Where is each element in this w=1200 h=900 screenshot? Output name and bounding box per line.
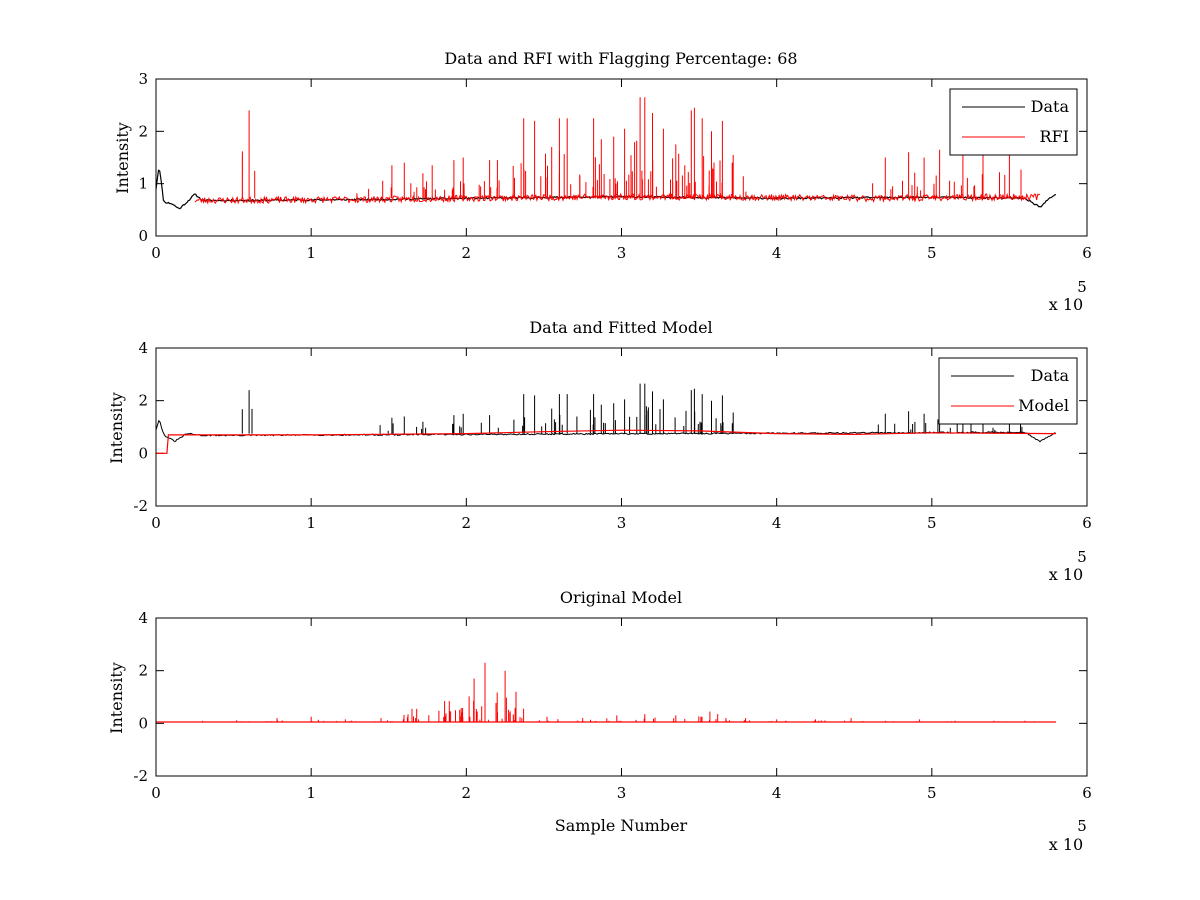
- y-tick-label: 4: [138, 609, 148, 627]
- legend: Data Model: [938, 357, 1078, 425]
- y-ticks: -2 0 2 4: [133, 339, 1087, 515]
- series-spikes-rfi: [241, 97, 1022, 199]
- axes-frame: [155, 617, 1088, 777]
- legend-label: Model: [1018, 396, 1069, 415]
- x-multiplier-exponent: 5: [1077, 278, 1087, 296]
- legend-box: [949, 88, 1078, 156]
- series-spikes-data: [241, 383, 1023, 434]
- series-spikes-original-model: [190, 662, 1035, 722]
- legend-label: RFI: [1040, 127, 1069, 146]
- x-tick-label: 5: [927, 244, 937, 262]
- x-multiplier-exponent: 5: [1077, 548, 1087, 566]
- y-tick-label: 3: [138, 70, 148, 88]
- y-tick-label: -2: [133, 497, 148, 515]
- legend: Data RFI: [949, 88, 1078, 156]
- plot-marks: [156, 662, 1056, 723]
- x-multiplier-base: x 10: [1049, 835, 1083, 854]
- x-tick-label: 5: [927, 784, 937, 802]
- y-tick-label: 1: [138, 175, 148, 193]
- y-tick-label: -2: [133, 767, 148, 785]
- x-tick-label: 3: [617, 514, 627, 532]
- plot-original-model: Original Model Intensity Sample Number x…: [107, 588, 1092, 854]
- x-tick-label: 0: [151, 244, 161, 262]
- y-axis-label: Intensity: [113, 122, 132, 194]
- x-tick-label: 3: [617, 784, 627, 802]
- y-tick-label: 2: [138, 122, 148, 140]
- x-tick-label: 5: [927, 514, 937, 532]
- x-tick-label: 3: [617, 244, 627, 262]
- y-tick-label: 0: [138, 227, 148, 245]
- x-tick-label: 0: [151, 514, 161, 532]
- x-multiplier-base: x 10: [1049, 565, 1083, 584]
- axes-frame: [155, 347, 1088, 507]
- y-axis-label: Intensity: [107, 662, 126, 734]
- x-tick-label: 1: [306, 784, 316, 802]
- x-multiplier-base: x 10: [1049, 295, 1083, 314]
- x-tick-label: 1: [306, 514, 316, 532]
- y-tick-label: 0: [138, 714, 148, 732]
- x-tick-label: 4: [772, 514, 782, 532]
- legend-label: Data: [1031, 97, 1070, 116]
- legend-label: Data: [1031, 366, 1070, 385]
- x-tick-label: 4: [772, 784, 782, 802]
- axes-frame: [155, 78, 1088, 237]
- x-tick-label: 1: [306, 244, 316, 262]
- x-axis-label: Sample Number: [555, 816, 688, 835]
- y-tick-label: 2: [138, 392, 148, 410]
- x-tick-label: 2: [462, 784, 472, 802]
- legend-box: [938, 357, 1078, 425]
- x-tick-label: 4: [772, 244, 782, 262]
- x-tick-label: 6: [1082, 514, 1092, 532]
- x-multiplier-exponent: 5: [1077, 817, 1087, 835]
- y-axis-label: Intensity: [107, 392, 126, 464]
- chart-title: Data and RFI with Flagging Percentage: 6…: [444, 49, 797, 68]
- x-tick-label: 6: [1082, 784, 1092, 802]
- plot-marks: [155, 97, 1057, 210]
- plot-data-and-fitted-model: Data and Fitted Model Intensity x 10 5 0…: [107, 318, 1092, 584]
- chart-title: Original Model: [560, 588, 682, 607]
- y-tick-label: 0: [138, 444, 148, 462]
- series-line-model: [156, 429, 1057, 454]
- x-tick-label: 6: [1082, 244, 1092, 262]
- x-tick-label: 2: [462, 244, 472, 262]
- plot-data-and-rfi: Data and RFI with Flagging Percentage: 6…: [113, 49, 1092, 314]
- x-tick-label: 0: [151, 784, 161, 802]
- plot-marks: [155, 383, 1057, 454]
- y-tick-label: 2: [138, 662, 148, 680]
- x-tick-label: 2: [462, 514, 472, 532]
- chart-title: Data and Fitted Model: [529, 318, 712, 337]
- y-tick-label: 4: [138, 339, 148, 357]
